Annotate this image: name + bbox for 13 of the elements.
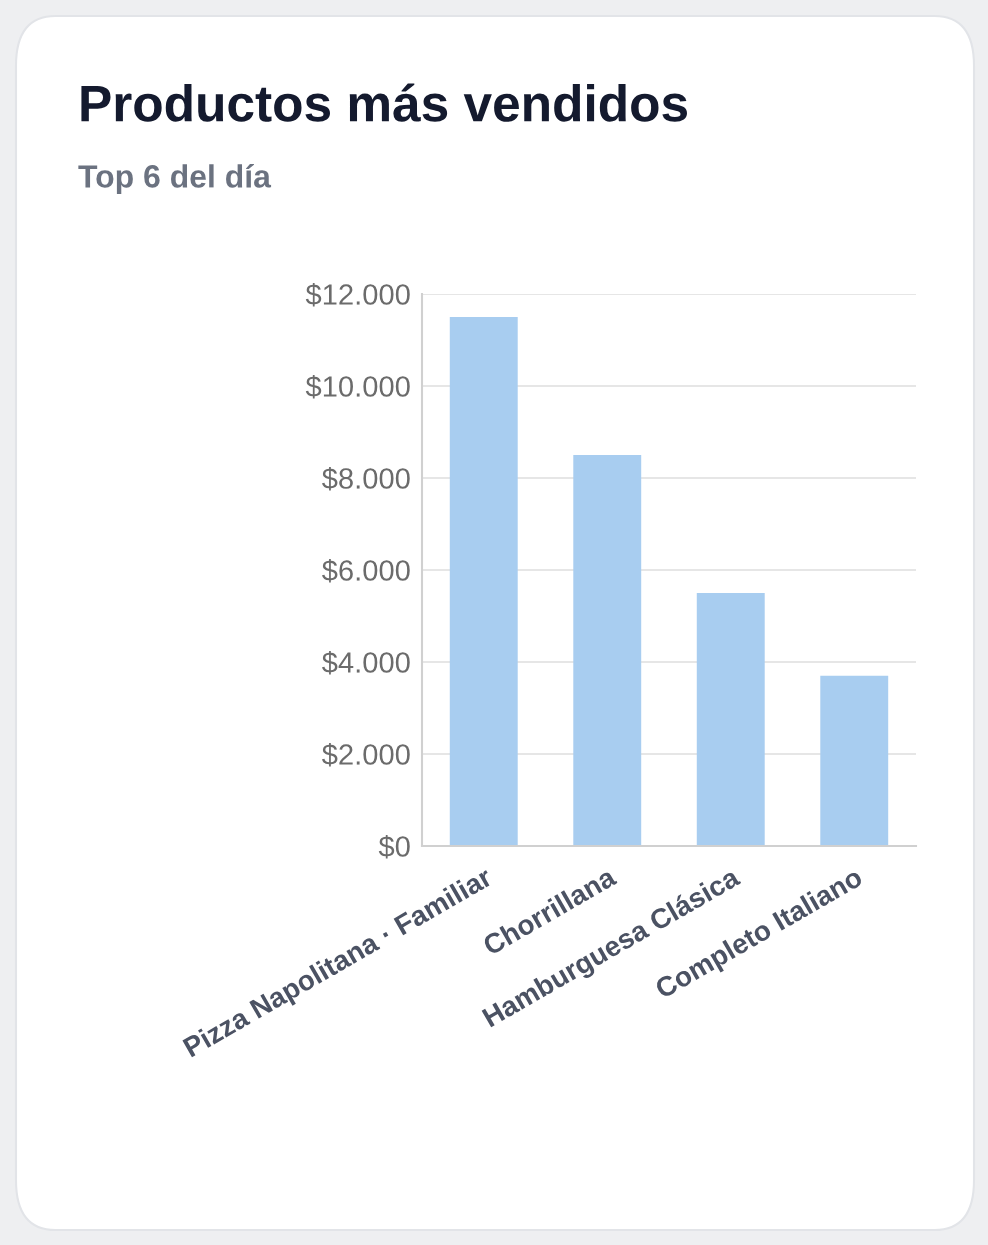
chart-subtitle: Top 6 del día	[78, 163, 272, 195]
bar	[820, 675, 889, 846]
bar	[573, 455, 642, 846]
y-tick-label: $12.000	[305, 282, 410, 307]
y-tick-label: $2.000	[322, 742, 410, 767]
bar	[449, 317, 518, 846]
bar	[696, 593, 765, 846]
y-tick-label: $10.000	[305, 374, 410, 399]
y-tick-label: $6.000	[322, 558, 410, 583]
y-tick-label: $8.000	[322, 466, 410, 491]
y-tick-label: $4.000	[322, 650, 410, 675]
y-tick-label: $0	[378, 834, 410, 859]
chart-title: Productos más vendidos	[81, 83, 687, 122]
